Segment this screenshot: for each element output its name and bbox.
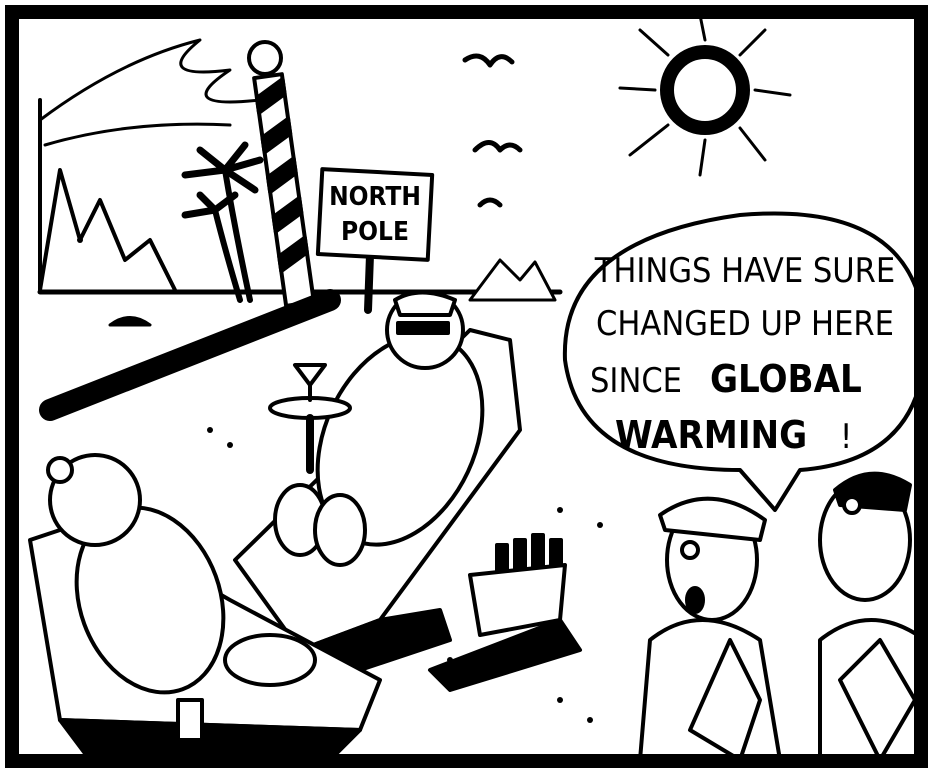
north-pole-post-part — [249, 42, 281, 74]
bear-front-part — [178, 700, 202, 740]
bubble-text: ! — [840, 417, 852, 457]
bubble-text: CHANGED UP HERE — [596, 304, 894, 344]
explorers-part — [682, 542, 698, 558]
bubble-text-bold: GLOBAL — [710, 357, 862, 401]
cartoon: NORTH POLE — [0, 0, 933, 773]
sign-text: POLE — [341, 217, 409, 247]
sun-part-part — [620, 88, 655, 90]
beach-part-part — [587, 717, 593, 723]
bubble-text-bold: WARMING — [615, 413, 807, 457]
lounge-chair-bear-part — [395, 293, 455, 316]
beach-part-part — [207, 427, 213, 433]
explorers-part — [844, 497, 860, 513]
beach-part-part — [557, 697, 563, 703]
lounge-chair-bear-part — [398, 323, 448, 333]
explorers-part — [687, 588, 703, 612]
bear-front-part — [225, 635, 315, 685]
bear-front-part — [48, 458, 72, 482]
bubble-text: THINGS HAVE SURE — [594, 251, 896, 291]
beach-part-part — [77, 237, 83, 243]
page: {"sign": {"lines": ["NORTH", "POLE"]}, "… — [0, 0, 933, 773]
beach-part-part — [227, 442, 233, 448]
bubble-text: SINCE — [590, 361, 682, 401]
lounge-chair-bear-part — [315, 495, 365, 565]
sign-text: NORTH — [329, 182, 421, 212]
beach-part-part — [557, 507, 563, 513]
sign-part — [368, 255, 370, 310]
beach-part-part — [597, 522, 603, 528]
